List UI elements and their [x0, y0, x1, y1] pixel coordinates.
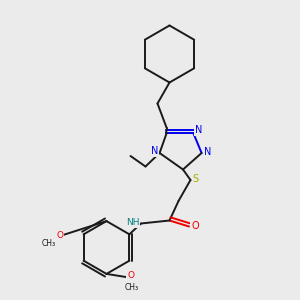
Text: O: O: [56, 231, 64, 240]
Text: NH: NH: [126, 218, 139, 227]
Text: N: N: [151, 146, 158, 157]
Text: S: S: [193, 173, 199, 184]
Text: CH₃: CH₃: [124, 283, 139, 292]
Text: N: N: [204, 147, 211, 158]
Text: N: N: [195, 125, 203, 136]
Text: O: O: [127, 271, 134, 280]
Text: CH₃: CH₃: [42, 239, 56, 248]
Text: O: O: [191, 221, 199, 231]
